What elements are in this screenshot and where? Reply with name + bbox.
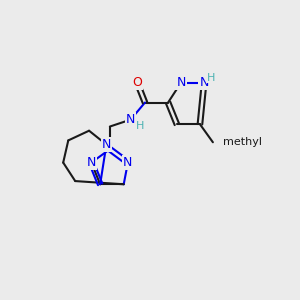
Text: methyl: methyl (223, 137, 262, 147)
Text: N: N (102, 138, 111, 151)
Text: N: N (123, 156, 133, 169)
Text: N: N (176, 76, 186, 89)
Text: O: O (132, 76, 142, 89)
Text: N: N (200, 76, 209, 89)
Text: N: N (87, 156, 96, 169)
Text: methyl: methyl (222, 137, 261, 147)
Text: H: H (136, 121, 144, 131)
Text: N: N (126, 113, 135, 126)
Text: H: H (207, 73, 215, 82)
